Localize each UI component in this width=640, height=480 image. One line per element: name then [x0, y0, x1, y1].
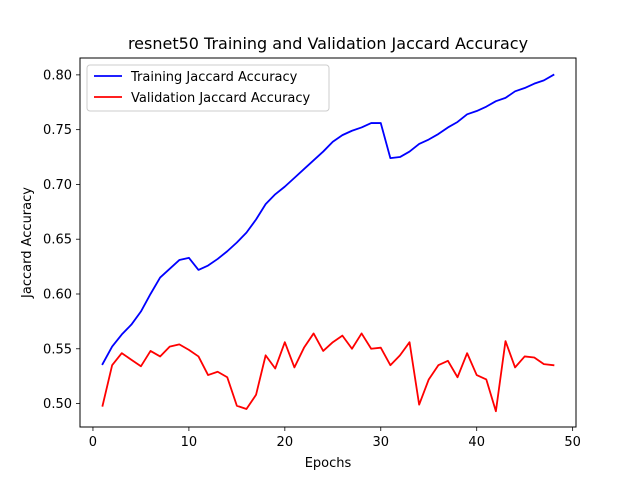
plot-lines	[101, 73, 555, 413]
x-tick-label: 20	[277, 435, 294, 450]
x-tick-label: 50	[564, 435, 581, 450]
y-tick-label: 0.50	[43, 397, 72, 412]
y-axis: 0.50 0.55 0.60 0.65 0.70 0.75 0.80	[43, 68, 80, 412]
series-line-training	[101, 73, 555, 366]
plot-frame	[79, 57, 577, 428]
x-tick-label: 0	[89, 435, 97, 450]
legend: Training Jaccard Accuracy Validation Jac…	[86, 64, 330, 112]
x-axis: 0 10 20 30 40 50	[89, 427, 581, 450]
x-tick-label: 10	[181, 435, 198, 450]
x-tick-label: 30	[372, 435, 389, 450]
y-tick-label: 0.75	[43, 123, 72, 138]
x-tick-label: 40	[468, 435, 485, 450]
chart-title: resnet50 Training and Validation Jaccard…	[128, 34, 528, 53]
y-tick-label: 0.80	[43, 68, 72, 83]
legend-box	[86, 64, 330, 112]
legend-label-validation: Validation Jaccard Accuracy	[131, 91, 311, 106]
y-tick-label: 0.65	[43, 233, 72, 248]
y-tick-label: 0.60	[43, 287, 72, 302]
y-tick-label: 0.70	[43, 178, 72, 193]
y-axis-label: Jaccard Accuracy	[20, 187, 35, 299]
x-axis-label: Epochs	[305, 456, 352, 471]
legend-label-training: Training Jaccard Accuracy	[130, 70, 298, 85]
y-tick-label: 0.55	[43, 342, 72, 357]
series-line-validation	[101, 332, 555, 413]
